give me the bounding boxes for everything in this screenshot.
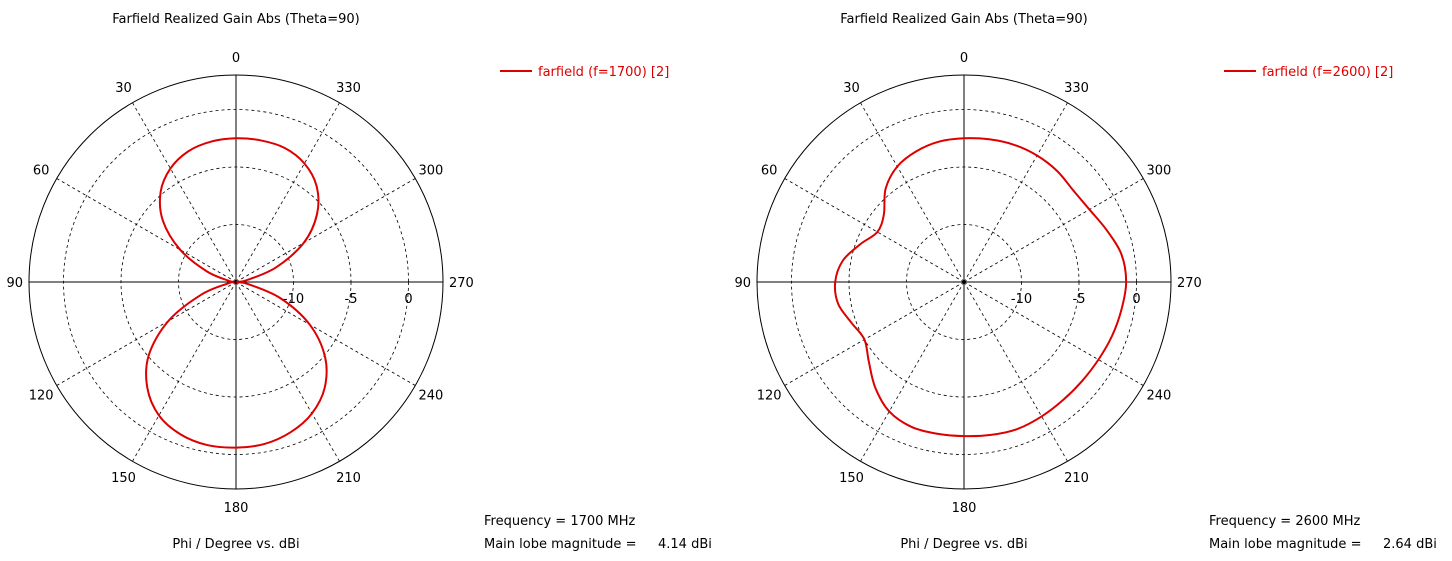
angle-spoke xyxy=(132,281,237,462)
polar-plot-1700mhz: Farfield Realized Gain Abs (Theta=90) 0 30… xyxy=(6,12,711,552)
angle-spoke xyxy=(963,281,1068,462)
chart-title: Farfield Realized Gain Abs (Theta=90) xyxy=(840,12,1088,27)
polar-plot-2600mhz: Farfield Realized Gain Abs (Theta=90) 0 30… xyxy=(734,12,1436,552)
frequency-label: Frequency = 1700 MHz xyxy=(484,514,636,529)
main-lobe-label: Main lobe magnitude = xyxy=(484,537,636,552)
angle-spoke xyxy=(56,178,237,283)
angle-tick-label: 120 xyxy=(757,389,782,404)
angle-tick-label: 270 xyxy=(449,276,474,291)
angle-spoke xyxy=(963,281,1144,386)
angle-tick-label: 0 xyxy=(960,51,968,66)
angle-spoke xyxy=(235,178,416,283)
angle-tick-label: 300 xyxy=(418,164,443,179)
angle-tick-label: 300 xyxy=(1146,164,1171,179)
angle-tick-label: 0 xyxy=(232,51,240,66)
angle-tick-label: 60 xyxy=(33,164,50,179)
angle-tick-label: 270 xyxy=(1177,276,1202,291)
legend-label: farfield (f=2600) [2] xyxy=(1262,65,1393,80)
series-line xyxy=(145,137,328,449)
angle-tick-label: 30 xyxy=(843,81,860,96)
radial-tick-label: -5 xyxy=(345,292,358,307)
angle-tick-label: 150 xyxy=(839,471,864,486)
radial-tick-label: 0 xyxy=(404,292,412,307)
angle-tick-label: 330 xyxy=(336,81,361,96)
angle-tick-label: 60 xyxy=(761,164,778,179)
angle-tick-label: 90 xyxy=(734,276,751,291)
radial-tick-label: 0 xyxy=(1132,292,1140,307)
main-lobe-value: 2.64 dBi xyxy=(1383,537,1437,552)
axis-label: Phi / Degree vs. dBi xyxy=(900,537,1027,552)
angle-spoke xyxy=(784,281,965,386)
angle-tick-label: 210 xyxy=(336,471,361,486)
angle-tick-label: 180 xyxy=(952,501,977,516)
angle-tick-label: 330 xyxy=(1064,81,1089,96)
angle-spoke xyxy=(963,178,1144,283)
radial-tick-label: -10 xyxy=(283,292,304,307)
angle-tick-label: 90 xyxy=(6,276,23,291)
angle-spoke xyxy=(235,281,340,462)
angle-spoke xyxy=(132,102,237,283)
main-lobe-label: Main lobe magnitude = xyxy=(1209,537,1361,552)
angle-spoke xyxy=(963,102,1068,283)
frequency-label: Frequency = 2600 MHz xyxy=(1209,514,1361,529)
angle-spoke xyxy=(860,102,965,283)
angle-tick-label: 180 xyxy=(224,501,249,516)
angle-spoke xyxy=(860,281,965,462)
legend-label: farfield (f=1700) [2] xyxy=(538,65,669,80)
angle-spoke xyxy=(235,102,340,283)
radial-tick-label: -10 xyxy=(1011,292,1032,307)
angle-spoke xyxy=(235,281,416,386)
series-line xyxy=(833,137,1128,438)
axis-label: Phi / Degree vs. dBi xyxy=(172,537,299,552)
angle-tick-label: 150 xyxy=(111,471,136,486)
main-lobe-value: 4.14 dBi xyxy=(658,537,712,552)
chart-title: Farfield Realized Gain Abs (Theta=90) xyxy=(112,12,360,27)
radial-tick-label: -5 xyxy=(1073,292,1086,307)
angle-spoke xyxy=(784,178,965,283)
angle-spoke xyxy=(56,281,237,386)
angle-tick-label: 30 xyxy=(115,81,132,96)
angle-tick-label: 210 xyxy=(1064,471,1089,486)
angle-tick-label: 120 xyxy=(29,389,54,404)
angle-tick-label: 240 xyxy=(418,389,443,404)
angle-tick-label: 240 xyxy=(1146,389,1171,404)
